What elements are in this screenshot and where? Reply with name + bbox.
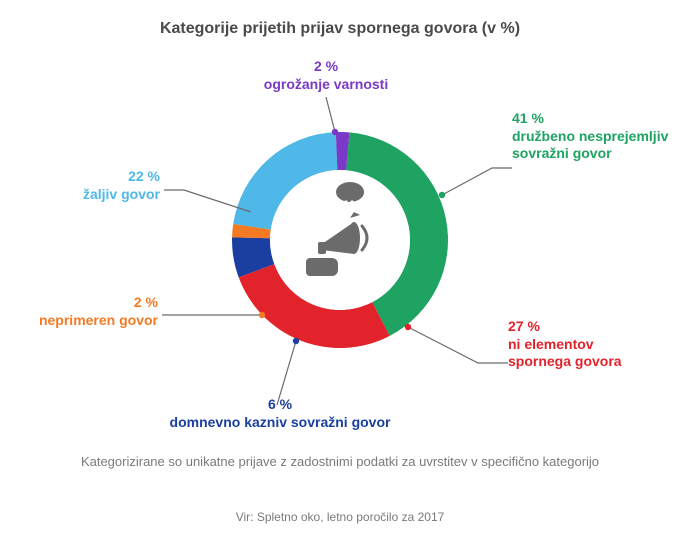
label-pct: 22 % (52, 168, 160, 186)
label-name: ni elementov spornega govora (508, 336, 658, 371)
label-pct: 27 % (508, 318, 658, 336)
leader-nielem (408, 327, 508, 363)
infographic-root: { "title": { "text": "Kategorije prijeti… (0, 0, 680, 547)
label-name: ogrožanje varnosti (246, 76, 406, 94)
leader-dot-neprimeren (259, 312, 265, 318)
leader-dot-zaljiv (251, 210, 257, 216)
leader-ogrozanje (326, 97, 335, 132)
label-nielem: 27 %ni elementov spornega govora (508, 318, 658, 371)
leader-dot-druzbeno (439, 192, 445, 198)
label-pct: 2 % (20, 294, 158, 312)
label-pct: 2 % (246, 58, 406, 76)
label-name: žaljiv govor (52, 186, 160, 204)
source-line: Vir: Spletno oko, letno poročilo za 2017 (0, 510, 680, 524)
label-name: domnevno kazniv sovražni govor (130, 414, 430, 432)
leader-druzbeno (442, 168, 512, 195)
label-zaljiv: 22 %žaljiv govor (52, 168, 160, 203)
label-neprimeren: 2 %neprimeren govor (20, 294, 158, 329)
label-pct: 6 % (130, 396, 430, 414)
label-ogrozanje: 2 %ogrožanje varnosti (246, 58, 406, 93)
label-domnevno: 6 %domnevno kazniv sovražni govor (130, 396, 430, 431)
leader-dot-nielem (405, 324, 411, 330)
label-druzbeno: 41 %družbeno nesprejemljiv sovražni govo… (512, 110, 672, 163)
label-name: neprimeren govor (20, 312, 158, 330)
label-pct: 41 % (512, 110, 672, 128)
footnote: Kategorizirane so unikatne prijave z zad… (0, 454, 680, 469)
leader-dot-domnevno (293, 338, 299, 344)
label-name: družbeno nesprejemljiv sovražni govor (512, 128, 672, 163)
leader-dot-ogrozanje (332, 129, 338, 135)
